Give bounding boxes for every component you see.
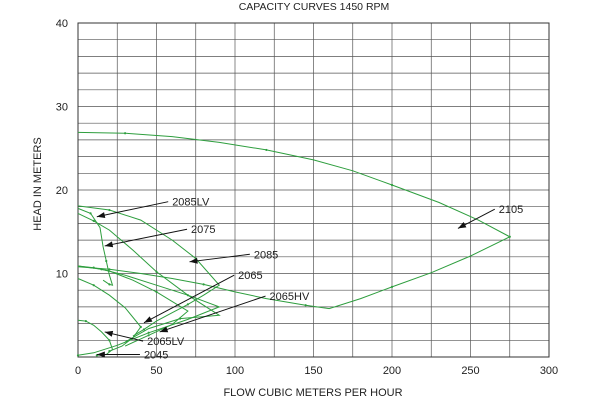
curve-point — [84, 319, 87, 323]
callout-arrowhead — [143, 316, 153, 323]
y-tick-label: 10 — [56, 269, 68, 281]
chart-title: CAPACITY CURVES 1450 RPM — [239, 1, 390, 13]
curve-point — [186, 303, 189, 306]
curve-2085 — [77, 205, 221, 337]
curve-2045 — [77, 319, 114, 356]
callout-arrowhead — [457, 222, 467, 229]
x-tick-label: 200 — [383, 365, 401, 377]
callout-arrowhead — [104, 330, 114, 337]
callout-label: 2065LV — [147, 336, 185, 348]
x-ticks: 0 50 100 150 200 250 300 — [75, 365, 558, 377]
y-tick-label: 20 — [56, 185, 68, 197]
curve-point — [89, 212, 92, 215]
callout-leader — [104, 228, 188, 247]
callout-leader — [189, 253, 250, 263]
callout-arrowhead — [159, 326, 169, 333]
y-tick-label: 30 — [56, 102, 68, 114]
curve-point — [100, 268, 103, 271]
callout-leader — [143, 274, 235, 324]
curve-point — [508, 235, 511, 238]
curve-point — [108, 283, 111, 286]
curve-point — [155, 290, 158, 293]
x-tick-label: 250 — [461, 365, 479, 377]
curve-point — [155, 270, 158, 273]
curve-point — [142, 328, 146, 331]
x-axis-title: FLOW CUBIC METERS PER HOUR — [223, 387, 402, 399]
curve-point — [105, 259, 108, 263]
callout-label: 2105 — [499, 204, 523, 216]
curve-2075 — [77, 212, 221, 343]
x-tick-label: 50 — [150, 365, 162, 377]
curves — [76, 131, 511, 357]
callout-label: 2045 — [144, 349, 168, 361]
curve-point — [108, 339, 111, 342]
curve-2065LV — [77, 278, 142, 352]
curve-point — [265, 148, 268, 152]
curve-point — [390, 183, 394, 187]
curve-point — [139, 325, 142, 329]
x-tick-label: 300 — [540, 365, 558, 377]
curve-point — [92, 219, 95, 222]
curve-point — [390, 285, 394, 288]
callout-leader — [96, 201, 169, 218]
curve-point — [202, 283, 205, 286]
callout-label: 2085LV — [172, 197, 210, 209]
curve-point — [186, 294, 189, 297]
x-tick-label: 0 — [75, 365, 81, 377]
callout-arrowhead — [189, 257, 198, 264]
callout-label: 2065HV — [270, 291, 310, 303]
callout-label: 2075 — [191, 224, 215, 236]
y-tick-label: 40 — [56, 18, 68, 30]
curve-point — [304, 304, 307, 307]
callout-arrowhead — [104, 241, 114, 248]
curve-2105 — [77, 131, 511, 310]
grid — [77, 22, 550, 358]
curve-point — [108, 208, 111, 212]
callout-leader — [159, 295, 266, 333]
curve-point — [147, 331, 150, 334]
curve-point — [92, 284, 95, 287]
curve-point — [147, 334, 150, 337]
curve-point — [108, 268, 111, 271]
plot-frame — [77, 22, 550, 358]
curve-2065HV — [77, 265, 221, 356]
callout-label: 2085 — [254, 249, 278, 261]
y-ticks: 10 20 30 40 — [56, 18, 68, 281]
callout-label: 2065 — [238, 270, 262, 282]
curve-point — [76, 354, 80, 357]
x-tick-label: 100 — [226, 365, 244, 377]
x-tick-label: 150 — [304, 365, 322, 377]
callout-arrowhead — [96, 351, 105, 358]
callout-arrowhead — [96, 212, 106, 219]
y-axis-title: HEAD IN METERS — [32, 137, 44, 231]
curve-point — [124, 132, 127, 135]
